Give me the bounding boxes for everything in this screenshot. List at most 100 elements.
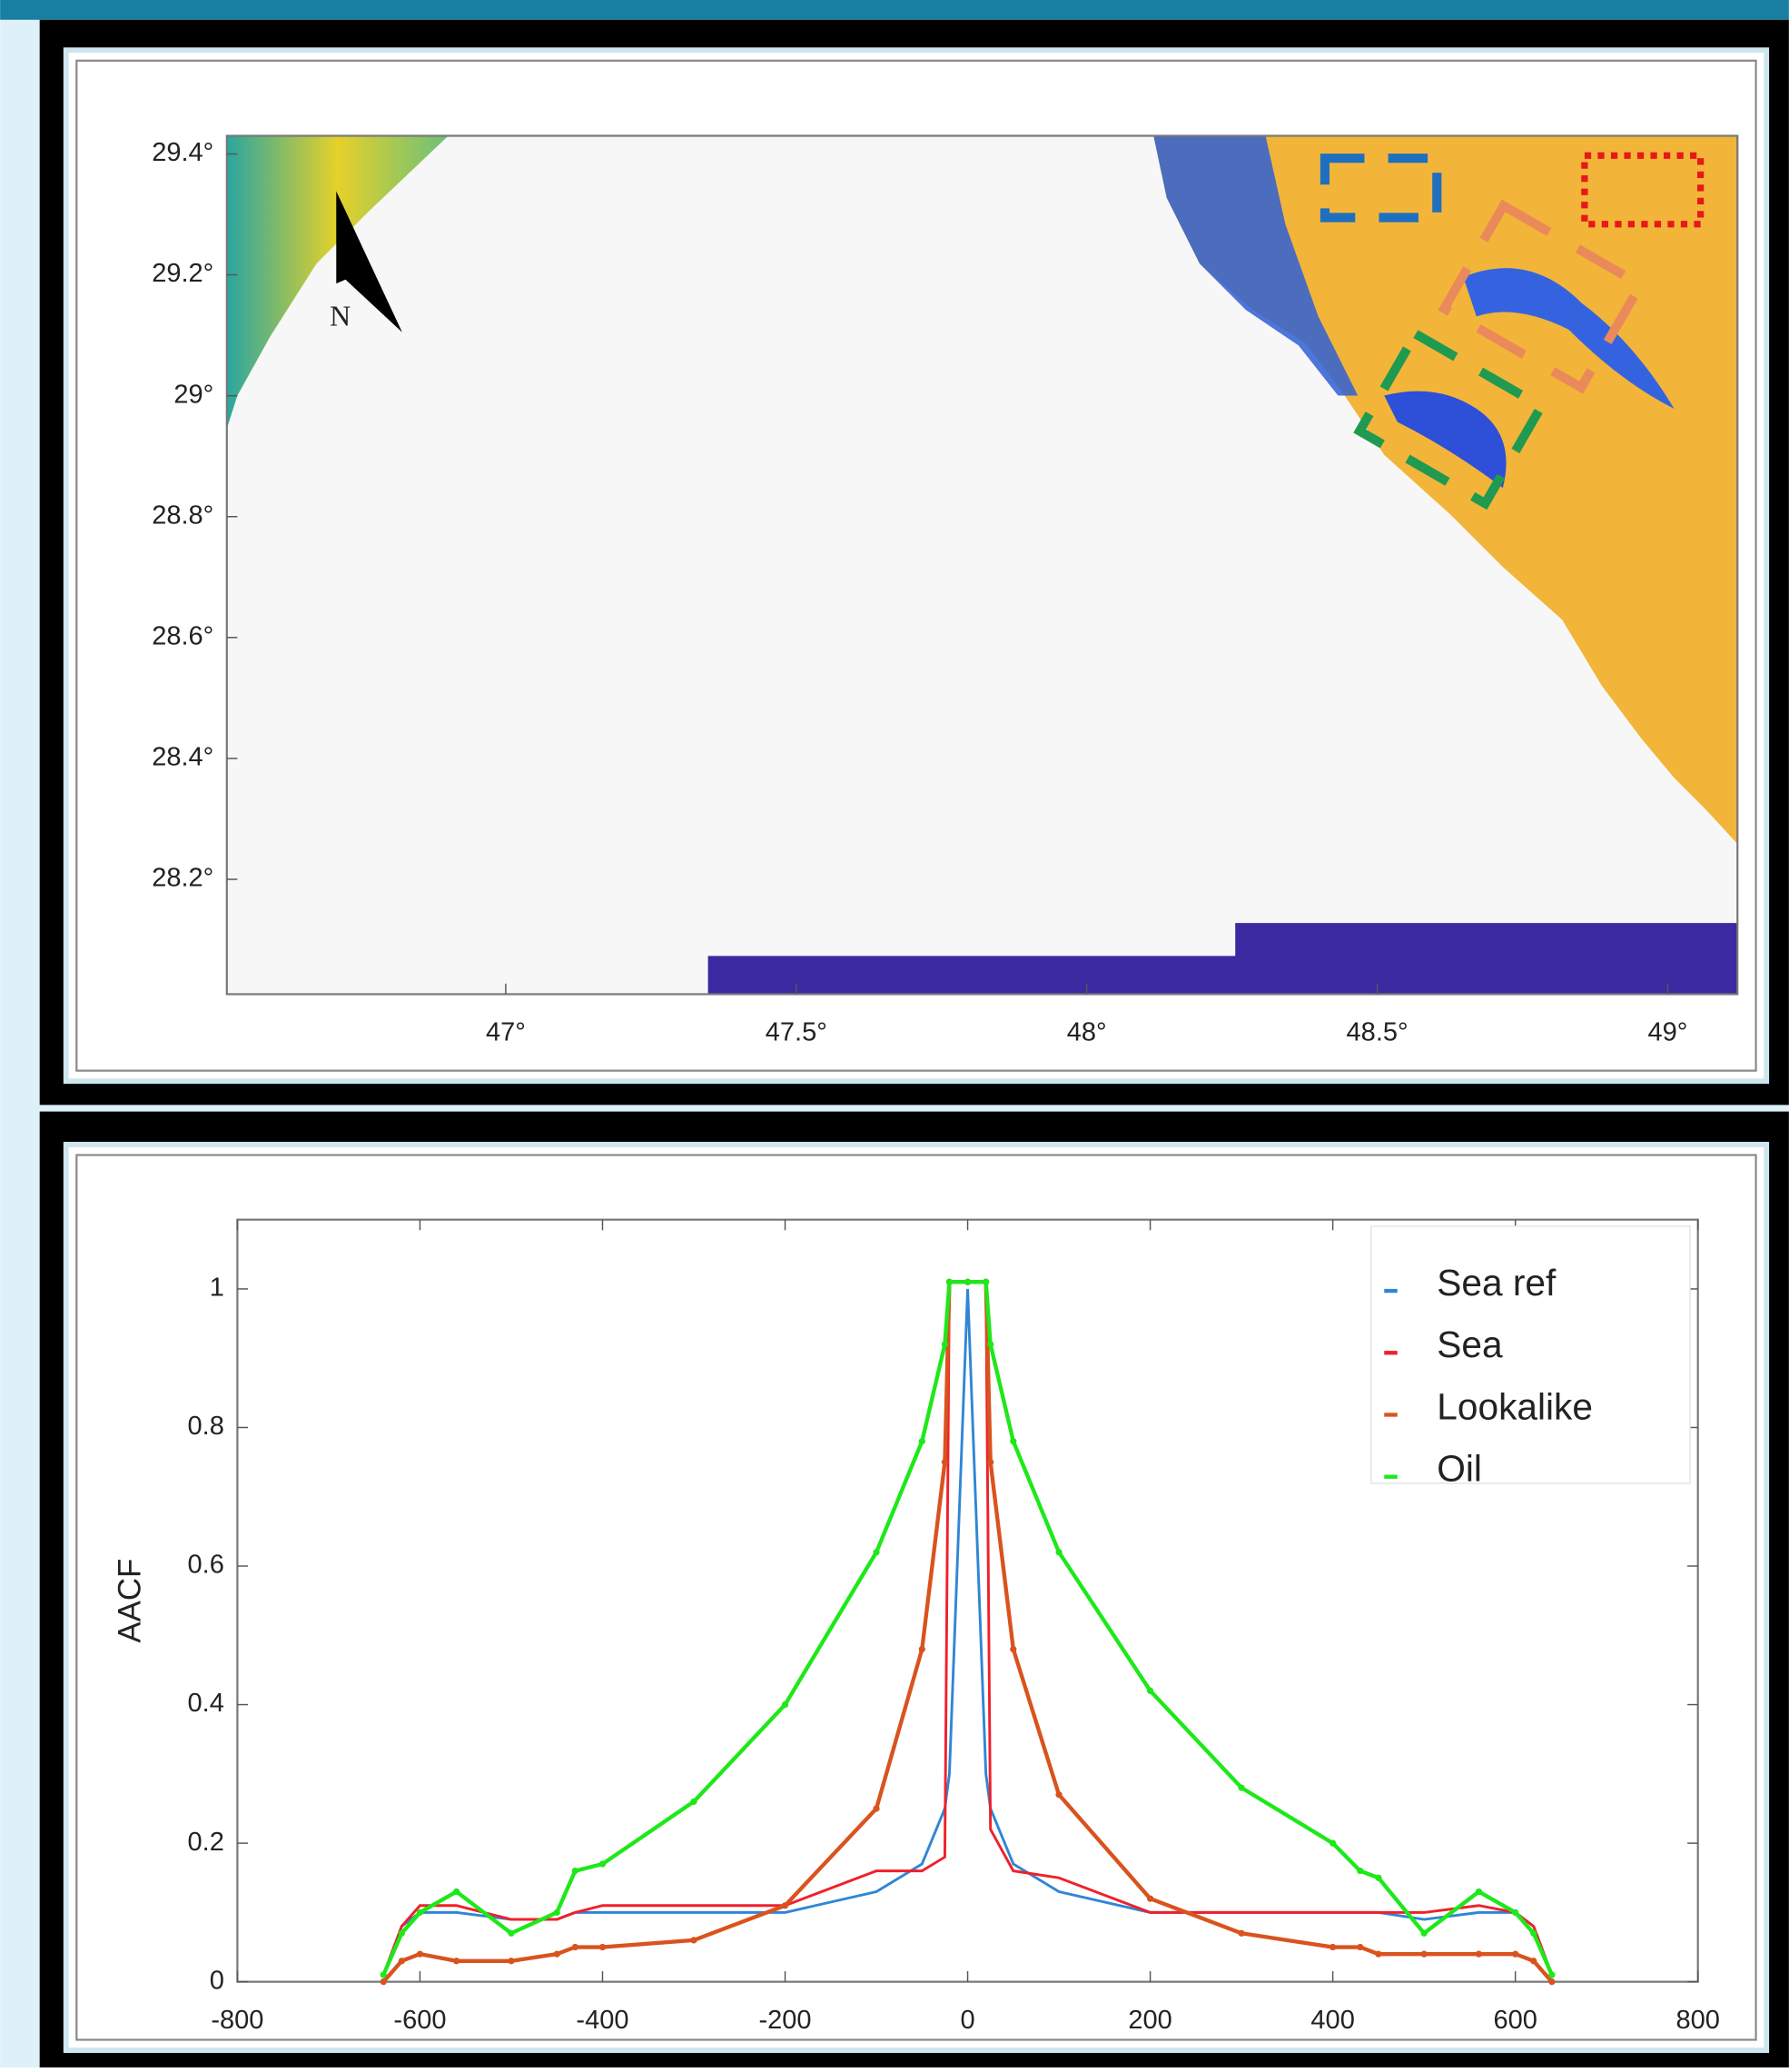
point xyxy=(918,1645,925,1653)
point xyxy=(918,1438,925,1445)
x-tick-label: 600 xyxy=(1493,2006,1537,2035)
point xyxy=(1530,1929,1537,1937)
y-tick-label: 29.2° xyxy=(152,259,213,288)
point xyxy=(1420,1929,1428,1937)
x-tick-label: 47° xyxy=(486,1018,526,1047)
y-tick-label: 1 xyxy=(210,1274,224,1303)
point xyxy=(1357,1867,1364,1875)
panel-inner-line xyxy=(75,1154,1757,2041)
point xyxy=(1512,1950,1519,1958)
x-tick-label: -400 xyxy=(576,2006,628,2035)
map-band xyxy=(707,923,1738,995)
map-slick xyxy=(1463,268,1675,409)
point xyxy=(1329,1839,1337,1847)
y-tick-label: 28.8° xyxy=(152,501,213,530)
point xyxy=(1548,1978,1556,1986)
point xyxy=(398,1929,405,1937)
north-label: N xyxy=(330,301,351,332)
chart-layer: 47° 47.5° 48° 48.5° 49° 28.2° 28.4° 28.6° 28.8° 2… xyxy=(112,134,1739,2035)
legend-label: Oil xyxy=(1437,1448,1482,1490)
x-tick-label: 48° xyxy=(1067,1018,1107,1047)
x-tick-label: 200 xyxy=(1128,2006,1171,2035)
plot-frame xyxy=(225,134,1739,996)
point xyxy=(941,1458,949,1466)
y-tick-label: 0.6 xyxy=(188,1551,224,1580)
x-tick-label: 48.5° xyxy=(1347,1018,1408,1047)
point xyxy=(453,1888,460,1896)
point xyxy=(964,1278,972,1285)
region-box xyxy=(1353,327,1548,511)
point xyxy=(553,1908,560,1917)
top-bar xyxy=(0,0,1789,20)
point xyxy=(1375,1874,1382,1881)
y-tick-label: 0.8 xyxy=(188,1412,224,1441)
point xyxy=(1055,1791,1063,1799)
y-tick-label: 0.2 xyxy=(188,1828,224,1857)
point xyxy=(873,1805,880,1812)
point xyxy=(571,1943,578,1951)
y-tick-label: 29° xyxy=(173,380,213,409)
point xyxy=(1010,1645,1017,1653)
point xyxy=(1238,1929,1245,1937)
panel-inner-line xyxy=(75,59,1757,1072)
point xyxy=(571,1867,578,1875)
point xyxy=(553,1950,560,1958)
region-box xyxy=(1581,152,1705,228)
point xyxy=(1055,1549,1063,1556)
point xyxy=(1010,1438,1017,1445)
point xyxy=(1475,1950,1483,1958)
legend-label: Sea ref xyxy=(1437,1262,1557,1304)
point xyxy=(1329,1943,1337,1951)
point xyxy=(380,1971,387,1978)
legend-label: Lookalike xyxy=(1437,1385,1593,1427)
region-box xyxy=(1320,154,1442,223)
y-axis-label: AACF xyxy=(112,1559,147,1643)
point xyxy=(416,1950,424,1958)
map-sea-left xyxy=(226,135,449,429)
point xyxy=(1475,1888,1483,1896)
point xyxy=(416,1908,424,1917)
x-tick-label: 800 xyxy=(1675,2006,1719,2035)
x-tick-label: 47.5° xyxy=(766,1018,827,1047)
point xyxy=(945,1278,954,1285)
point xyxy=(1238,1784,1245,1791)
y-tick-label: 28.4° xyxy=(152,743,213,772)
map-slick xyxy=(1384,391,1507,489)
point xyxy=(398,1958,405,1965)
map-shallow xyxy=(1153,135,1359,396)
map-image: N xyxy=(226,135,1738,995)
point xyxy=(781,1902,789,1909)
point xyxy=(1530,1958,1537,1965)
point xyxy=(1146,1687,1154,1694)
x-tick-label: 49° xyxy=(1648,1018,1688,1047)
point xyxy=(453,1958,460,1965)
y-tick-label: 28.2° xyxy=(152,864,213,893)
x-tick-label: -200 xyxy=(758,2006,811,2035)
y-tick-label: 28.6° xyxy=(152,622,213,651)
point xyxy=(1146,1895,1154,1902)
region-box xyxy=(1438,199,1647,394)
point xyxy=(1357,1943,1364,1951)
point xyxy=(941,1341,949,1348)
point xyxy=(987,1341,994,1348)
y-tick-label: 0.4 xyxy=(188,1689,224,1718)
point xyxy=(987,1458,994,1466)
y-tick-label: 0 xyxy=(210,1966,224,1995)
point xyxy=(508,1929,515,1937)
point xyxy=(1420,1950,1428,1958)
point xyxy=(873,1549,880,1556)
y-tick-label: 29.4° xyxy=(152,138,213,167)
point xyxy=(380,1978,387,1986)
point xyxy=(983,1278,990,1285)
legend-box xyxy=(1370,1225,1691,1484)
x-tick-label: 0 xyxy=(960,2006,974,2035)
legend-label: Sea xyxy=(1437,1324,1503,1365)
point xyxy=(598,1943,607,1951)
point xyxy=(781,1700,789,1709)
point xyxy=(1548,1971,1556,1978)
point xyxy=(690,1937,697,1944)
point xyxy=(508,1958,515,1965)
point xyxy=(1512,1908,1519,1917)
